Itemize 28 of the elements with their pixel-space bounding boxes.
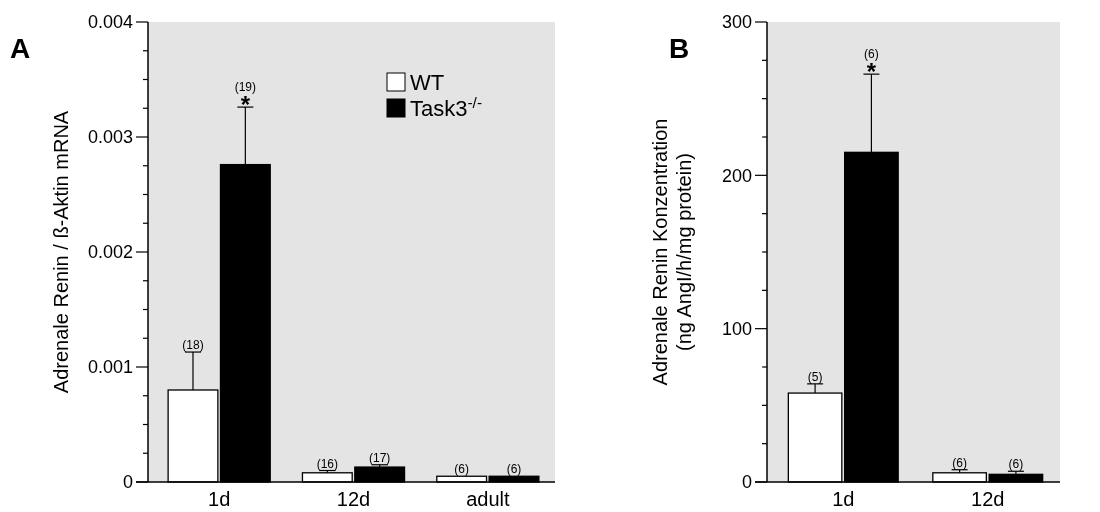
x-tick-label: 12d xyxy=(971,488,1005,510)
annotation: (6) xyxy=(454,462,469,477)
y-tick-label: 300 xyxy=(721,12,752,33)
x-tick-label: 1d xyxy=(832,488,855,510)
annotation: (5) xyxy=(807,369,823,384)
y-tick-label: 0 xyxy=(741,472,752,493)
x-tick-label: 12d xyxy=(336,488,371,510)
y-tick-label: 0 xyxy=(122,472,133,493)
x-tick-label: adult xyxy=(466,488,510,510)
chart-title: B xyxy=(669,33,690,64)
y-tick-label: 0.002 xyxy=(87,242,133,263)
y-tick-label: 200 xyxy=(721,165,752,186)
annotation: (6) xyxy=(952,455,967,470)
legend-label: Task3$^{-/-}$ xyxy=(410,93,483,121)
annotation: (6) xyxy=(1008,457,1024,472)
annotation: (6) xyxy=(506,462,522,477)
annotation: (17) xyxy=(369,450,391,465)
y-tick-label: 100 xyxy=(721,318,752,339)
y-axis-title: Adrenale Renin / ß-Aktin mRNA xyxy=(50,110,72,394)
y-tick-label: 0.003 xyxy=(87,127,133,148)
x-tick-label: 1d xyxy=(208,488,231,510)
chart-title: A xyxy=(10,33,31,64)
y-tick-label: 0.001 xyxy=(87,357,133,378)
annotation: (16) xyxy=(316,456,338,471)
y-axis-title: Adrenale Renin Konzentration (ng AngI/h/mg protein) xyxy=(649,118,695,386)
legend-label: WT xyxy=(410,69,445,95)
annotation: (18) xyxy=(182,338,204,353)
y-tick-label: 0.004 xyxy=(87,12,133,33)
